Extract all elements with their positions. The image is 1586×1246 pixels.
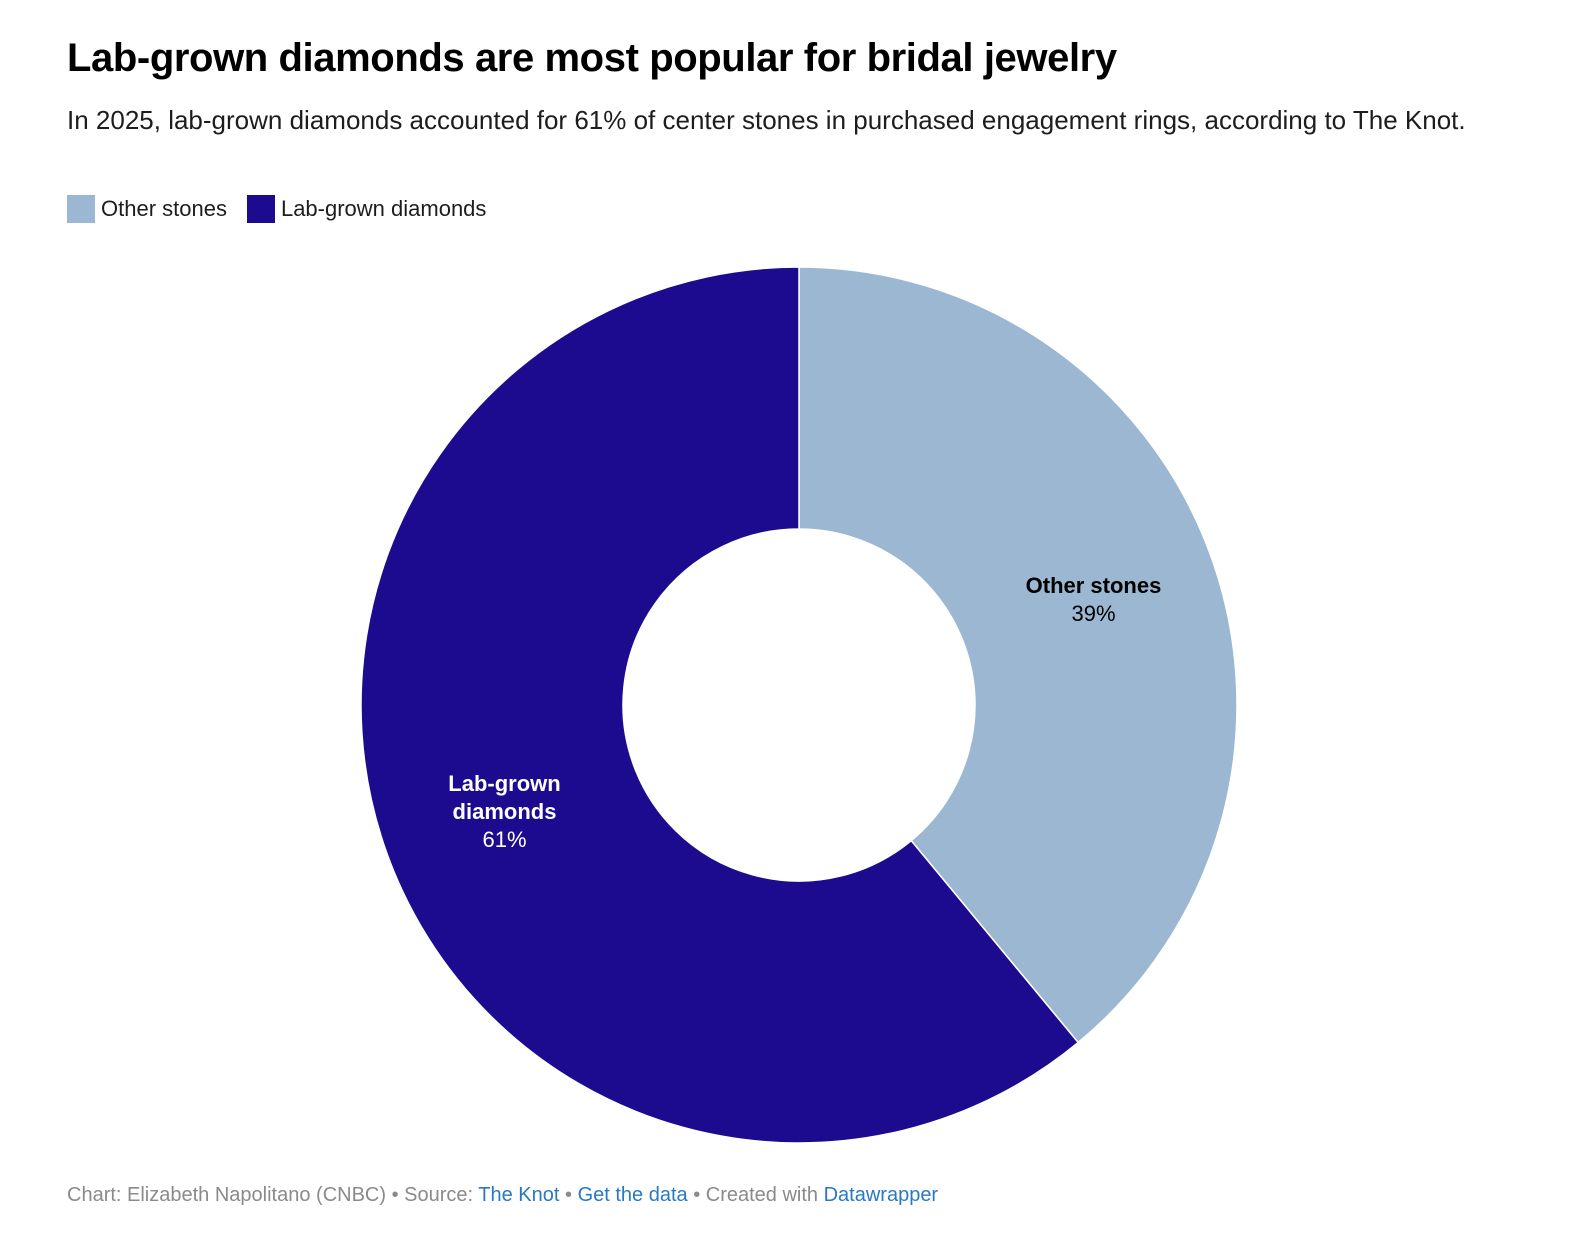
slice-lab-grown-diamonds	[360, 266, 1080, 1144]
footer-separator: •	[559, 1184, 578, 1206]
get-the-data-link[interactable]: Get the data	[577, 1184, 688, 1206]
slice-other-stones	[798, 266, 1238, 1044]
slice-value-other-stones: 39%	[1071, 601, 1115, 626]
footer-credits: Chart: Elizabeth Napolitano (CNBC) • Sou…	[67, 1181, 938, 1209]
legend-label-lab-grown-diamonds: Lab-grown diamonds	[280, 196, 487, 221]
chart-title: Lab-grown diamonds are most popular for …	[67, 36, 1117, 80]
slice-name-lab-grown-diamonds: diamonds	[453, 799, 557, 824]
slice-label-lab-grown-diamonds: Lab-grown diamonds 61%	[448, 771, 560, 852]
source-link[interactable]: The Knot	[478, 1184, 560, 1206]
slice-value-lab-grown-diamonds: 61%	[482, 827, 526, 852]
footer-prefix: Chart: Elizabeth Napolitano (CNBC) • Sou…	[67, 1184, 479, 1206]
slice-labels: Other stones 39% Lab-grown diamonds 61%	[448, 573, 1161, 852]
footer-created-with: • Created with	[687, 1184, 824, 1206]
datawrapper-link[interactable]: Datawrapper	[823, 1184, 939, 1206]
legend-swatch-other-stones	[67, 195, 95, 223]
legend-label-other-stones: Other stones	[101, 196, 227, 221]
slice-name-lab-grown-diamonds: Lab-grown	[448, 771, 560, 796]
legend-swatch-lab-grown-diamonds	[246, 195, 275, 223]
legend-item-lab-grown-diamonds: Lab-grown diamonds	[246, 194, 487, 224]
slice-name-other-stones: Other stones	[1026, 573, 1162, 598]
chart-subtitle: In 2025, lab-grown diamonds accounted fo…	[67, 105, 1466, 135]
donut-slices	[360, 266, 1238, 1144]
slice-label-other-stones: Other stones 39%	[1026, 573, 1162, 626]
legend-item-other-stones: Other stones	[67, 194, 227, 224]
legend: Other stones Lab-grown diamonds	[67, 194, 506, 224]
